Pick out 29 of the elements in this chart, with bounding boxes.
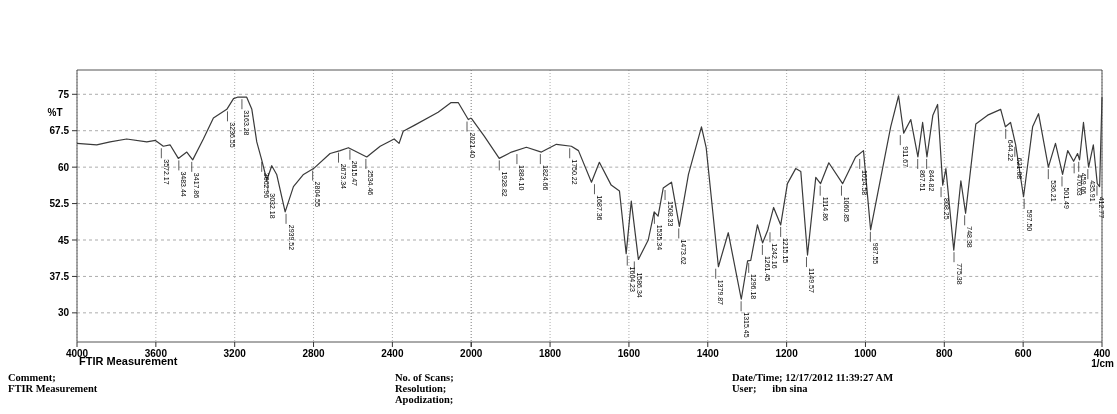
x-tick-label: 3600 xyxy=(144,348,168,359)
text: FTIR Measurement xyxy=(8,383,98,394)
x-tick-label: 1400 xyxy=(696,348,720,359)
text: Resolution; xyxy=(395,383,447,394)
x-tick-label: 1600 xyxy=(617,348,641,359)
text: User; ibn sina xyxy=(732,383,809,394)
x-tick-label: 3200 xyxy=(223,348,247,359)
y-tick-label: 37.5 xyxy=(49,270,70,282)
y-tick-label: 60 xyxy=(57,161,70,173)
text: Date/Time; 12/17/2012 11:39:27 AM xyxy=(732,372,894,383)
x-tick-label: 600 xyxy=(1014,348,1032,359)
y-tick-label: 67.5 xyxy=(49,125,70,137)
x-tick-label: 2800 xyxy=(302,348,326,359)
x-axis-title: 1/cm xyxy=(1091,358,1115,369)
y-tick-label: 75 xyxy=(57,88,70,100)
text: No. of Scans; xyxy=(395,372,454,383)
x-tick-label: 400 xyxy=(1093,348,1111,359)
x-tick-label: 2400 xyxy=(381,348,404,359)
x-tick-label: 1200 xyxy=(775,348,799,359)
y-tick-label: 45 xyxy=(57,234,70,246)
x-tick-label: 2000 xyxy=(460,348,483,359)
x-tick-label: 800 xyxy=(935,348,954,359)
y-axis-title: %T xyxy=(47,106,63,118)
y-tick-label: 52.5 xyxy=(49,198,70,210)
text: Comment; xyxy=(8,372,56,383)
x-tick-label: 1000 xyxy=(854,348,878,359)
text: Apodization; xyxy=(395,394,454,405)
y-tick-label: 30 xyxy=(57,307,70,319)
x-tick-label: 1800 xyxy=(538,348,562,359)
